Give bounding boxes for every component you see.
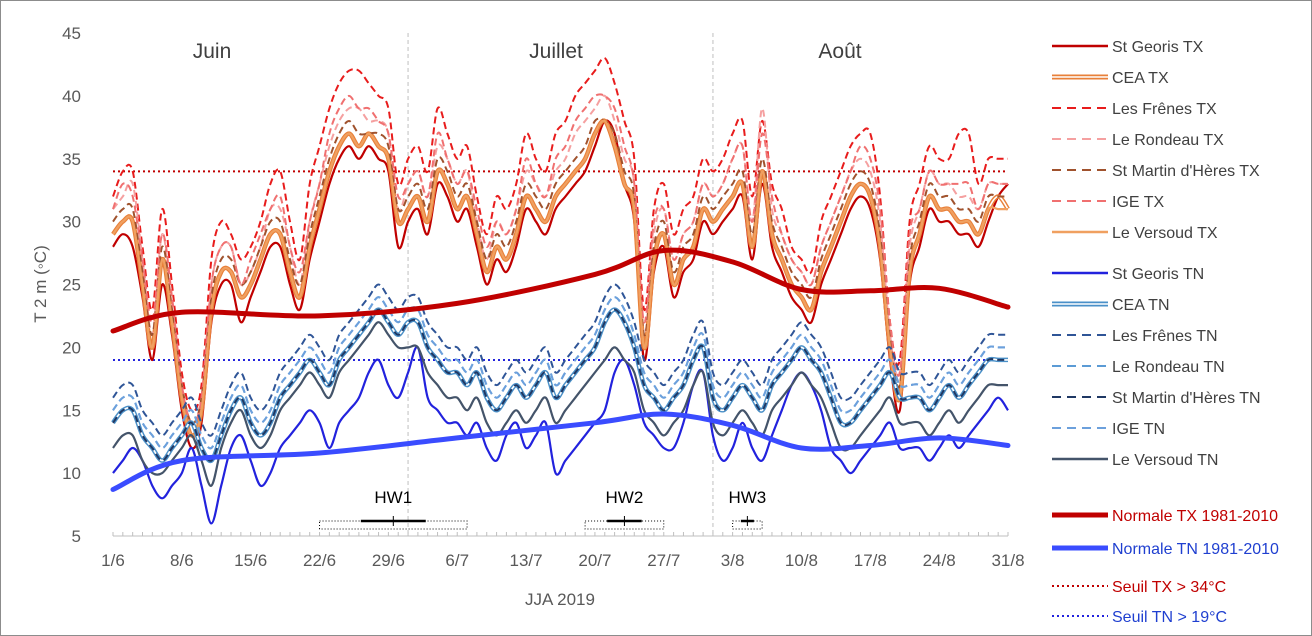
series-line-le-rondeau-tx <box>112 94 1008 425</box>
legend-label-st-martin-d-h-res-tn: St Martin d'Hères TN <box>1112 390 1261 407</box>
legend-label-le-versoud-tn: Le Versoud TN <box>1112 452 1218 469</box>
y-axis-label: T 2 m (◦C) <box>31 245 50 323</box>
legend-label-cea-tx: CEA TX <box>1112 70 1169 87</box>
plot-area: 5 10 15 20 25 30 35 40 45 1/6 8/6 15/6 22/6 29/6 6/7 13… <box>62 24 1024 570</box>
heatwave-label: HW2 <box>606 488 644 507</box>
y-tick-label: 30 <box>62 213 81 232</box>
x-tick-label: 29/6 <box>372 551 405 570</box>
month-label-juillet: Juillet <box>529 40 583 63</box>
x-tick-label: 3/8 <box>721 551 745 570</box>
legend-label-st-georis-tn: St Georis TN <box>1112 266 1204 283</box>
legend-label-cea-tn: CEA TN <box>1112 297 1170 314</box>
series-line-les-fr-nes-tx <box>112 56 1008 412</box>
series-line-normale-tn-1981-2010 <box>110 411 1011 492</box>
y-tick-label: 45 <box>62 24 81 43</box>
y-tick-label: 25 <box>62 276 81 295</box>
legend-label-les-fr-nes-tx: Les Frênes TX <box>1112 101 1217 118</box>
y-tick-label: 15 <box>62 401 81 420</box>
series-line-ige-tx <box>112 93 1008 425</box>
legend-label-ige-tx: IGE TX <box>1112 194 1164 211</box>
x-tick-label: 10/8 <box>785 551 818 570</box>
x-tick-label: 8/6 <box>170 551 194 570</box>
legend-label-normale-tn-1981-2010: Normale TN 1981-2010 <box>1112 541 1279 558</box>
series-line-normale-tx-1981-2010 <box>110 247 1011 334</box>
heatwave-period <box>732 520 763 530</box>
series-line-cea-tn-inner <box>112 308 1008 462</box>
series-line-le-versoud-tx <box>112 119 1008 437</box>
y-tick-label: 20 <box>62 338 81 357</box>
x-tick-label: 6/7 <box>445 551 469 570</box>
x-tick-label: 15/6 <box>234 551 267 570</box>
legend-label-st-georis-tx: St Georis TX <box>1112 39 1204 56</box>
legend-label-ige-tn: IGE TN <box>1112 421 1165 438</box>
y-tick-label: 5 <box>72 527 81 546</box>
legend-label-les-fr-nes-tn: Les Frênes TN <box>1112 328 1218 345</box>
y-tick-label: 35 <box>62 150 81 169</box>
x-axis-label: JJA 2019 <box>525 590 595 609</box>
legend: St Georis TX CEA TX Les Frênes TX Le Rondea… <box>1052 39 1279 626</box>
legend-label-seuil-tx-34-c: Seuil TX > 34°C <box>1112 579 1226 596</box>
x-tick-label: 22/6 <box>303 551 336 570</box>
legend-label-le-rondeau-tx: Le Rondeau TX <box>1112 132 1224 149</box>
x-tick-label: 1/6 <box>101 551 125 570</box>
x-tick-label: 27/7 <box>647 551 680 570</box>
legend-label-seuil-tn-19-c: Seuil TN > 19°C <box>1112 609 1227 626</box>
month-label-aout: Août <box>818 40 861 63</box>
x-tick-label: 20/7 <box>578 551 611 570</box>
month-label-juin: Juin <box>193 40 232 63</box>
y-tick-label: 10 <box>62 464 81 483</box>
heatwave-label: HW3 <box>728 488 766 507</box>
series-line-le-versoud-tn <box>112 321 1008 487</box>
x-tick-label: 24/8 <box>923 551 956 570</box>
series-line-st-georis-tx <box>112 119 1009 450</box>
heatwave-label: HW1 <box>374 488 412 507</box>
x-tick-label: 13/7 <box>510 551 543 570</box>
legend-label-normale-tx-1981-2010: Normale TX 1981-2010 <box>1112 508 1278 525</box>
legend-label-st-martin-d-h-res-tx: St Martin d'Hères TX <box>1112 163 1260 180</box>
legend-label-le-versoud-tx: Le Versoud TX <box>1112 225 1218 242</box>
x-tick-label: 31/8 <box>991 551 1024 570</box>
y-tick-label: 40 <box>62 87 81 106</box>
x-tick-label: 17/8 <box>854 551 887 570</box>
legend-label-le-rondeau-tn: Le Rondeau TN <box>1112 359 1225 376</box>
series-line-st-georis-tn <box>112 345 1009 525</box>
